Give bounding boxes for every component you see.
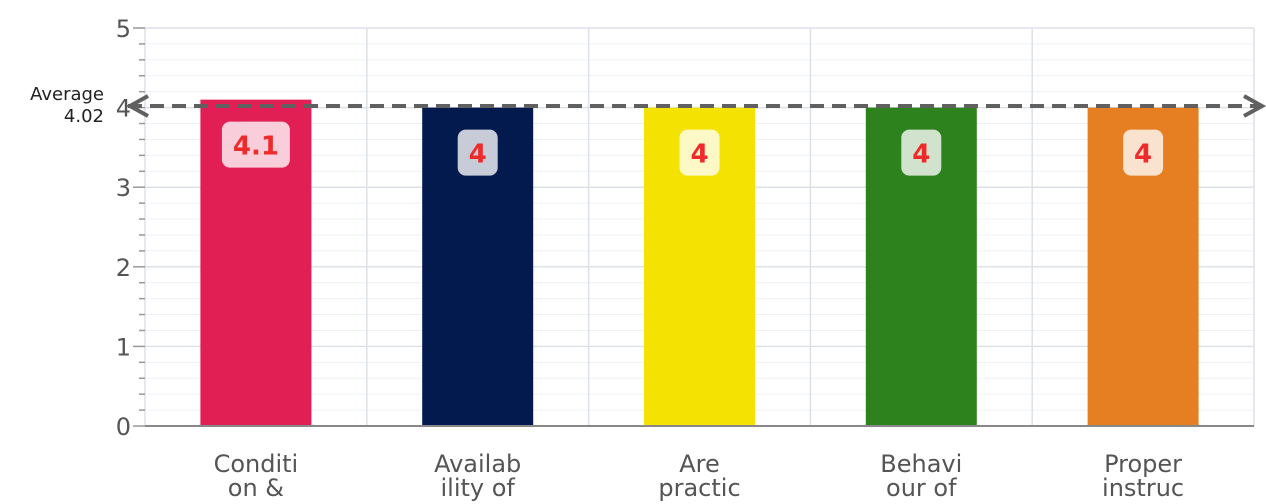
data-label-box bbox=[457, 129, 498, 176]
average-line-group: Average 4.02 bbox=[30, 84, 1266, 127]
average-value: 4.02 bbox=[64, 106, 104, 127]
average-label: Average bbox=[30, 84, 104, 105]
data-label: 4 bbox=[912, 140, 930, 170]
x-tick-label: Behavi bbox=[880, 450, 962, 478]
x-tick-label: ility of bbox=[441, 474, 516, 502]
x-tick-label: our of bbox=[886, 474, 957, 502]
x-tick-label: Proper bbox=[1104, 450, 1182, 478]
y-tick-label: 0 bbox=[116, 413, 131, 441]
data-label-box bbox=[679, 129, 720, 176]
y-tick-label: 4 bbox=[116, 95, 131, 123]
data-label: 4 bbox=[1134, 140, 1152, 170]
y-tick-label: 1 bbox=[116, 333, 131, 361]
x-tick-label: Conditi bbox=[214, 450, 299, 478]
data-label: 4 bbox=[690, 140, 708, 170]
average-arrow-left bbox=[125, 94, 149, 118]
x-tick-label: Are bbox=[679, 450, 720, 478]
data-label-box bbox=[221, 121, 290, 168]
data-label: 4 bbox=[469, 140, 487, 170]
y-tick-label: 3 bbox=[116, 174, 131, 202]
y-tick-label: 5 bbox=[116, 15, 131, 43]
x-tick-label: Availab bbox=[434, 450, 521, 478]
bars: 4.1 4 4 4 4 bbox=[200, 99, 1199, 426]
data-label-box bbox=[1123, 129, 1164, 176]
x-tick-label: instruc bbox=[1102, 474, 1184, 502]
x-tick-label: practic bbox=[658, 474, 740, 502]
y-tick-label: 2 bbox=[116, 254, 131, 282]
x-tick-label: on & bbox=[228, 474, 284, 502]
data-label: 4.1 bbox=[233, 132, 279, 162]
average-arrow-right bbox=[1243, 94, 1266, 118]
data-label-box bbox=[901, 129, 942, 176]
y-axis: 0 1 2 3 4 5 bbox=[116, 15, 145, 441]
